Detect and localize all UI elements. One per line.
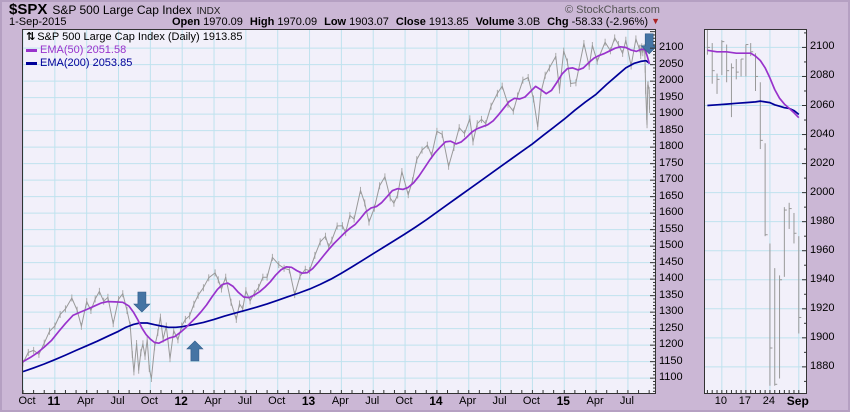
- inset-x-axis-label: 10: [714, 395, 727, 407]
- inset-chart-canvas: [705, 30, 806, 393]
- main-y-axis-label: 1500: [659, 239, 684, 252]
- inset-y-axis-label: 2040: [810, 127, 835, 140]
- main-x-axis-label: 15: [556, 394, 570, 408]
- main-x-axis-label: Apr: [459, 395, 477, 407]
- low-label: Low: [324, 16, 347, 28]
- ema-cross-down-arrow: [640, 33, 655, 55]
- main-x-axis-label: Oct: [395, 395, 413, 407]
- volume-label: Volume: [475, 16, 515, 28]
- main-x-axis-label: Oct: [140, 395, 158, 407]
- main-x-axis-label: 11: [47, 394, 61, 408]
- main-chart-canvas: [23, 30, 655, 393]
- main-x-axis-label: Oct: [18, 395, 36, 407]
- inset-y-axis-label: 2020: [810, 156, 835, 169]
- main-y-axis-label: 1250: [659, 321, 684, 334]
- inset-y-axis-label: 1960: [810, 243, 835, 256]
- main-x-axis-label: Jul: [110, 395, 125, 407]
- main-x-axis-label: Apr: [586, 395, 604, 407]
- inset-y-axis-label: 2000: [810, 185, 835, 198]
- inset-y-axis-label: 1880: [810, 359, 835, 372]
- exchange-label: INDX: [196, 6, 221, 17]
- inset-x-axis-label: 24: [762, 395, 776, 407]
- high-value: 1970.09: [277, 16, 318, 28]
- high-label: High: [249, 16, 275, 28]
- main-x-axis-label: Oct: [268, 395, 286, 407]
- main-x-axis-label: Oct: [522, 395, 540, 407]
- main-x-axis-label: 13: [301, 394, 316, 408]
- main-x-axis-label: Jul: [619, 395, 634, 407]
- main-y-axis-label: 1900: [659, 107, 684, 120]
- main-x-axis-label: Jul: [237, 395, 252, 407]
- main-x-axis-label: Apr: [204, 395, 222, 407]
- copyright-notice: © StockCharts.com: [565, 4, 660, 16]
- inset-y-axis-label: 2080: [810, 69, 835, 82]
- open-label: Open: [172, 16, 201, 28]
- legend-price-label: S&P 500 Large Cap Index (Daily) 1913.85: [37, 31, 243, 43]
- ema200-line-swatch: [26, 62, 37, 65]
- chart-legend: ⇅ S&P 500 Large Cap Index (Daily) 1913.8…: [26, 31, 242, 70]
- main-y-axis-label: 1350: [659, 288, 684, 301]
- main-y-axis-label: 2100: [659, 41, 684, 54]
- inset-y-axis-label: 1940: [810, 272, 835, 285]
- main-y-axis-label: 1700: [659, 173, 684, 186]
- main-x-axis-label: Apr: [331, 395, 349, 407]
- main-y-axis-label: 2050: [659, 57, 684, 70]
- open-value: 1970.09: [203, 16, 243, 28]
- main-y-axis-label: 1600: [659, 206, 684, 219]
- main-y-axis-label: 1300: [659, 305, 684, 318]
- main-y-axis-label: 1650: [659, 189, 684, 202]
- low-value: 1903.07: [349, 16, 389, 28]
- index-name: S&P 500 Large Cap Index: [52, 3, 192, 17]
- main-y-axis-label: 1800: [659, 140, 684, 153]
- price-toggle-icon: ⇅: [26, 31, 36, 43]
- legend-price-row: ⇅ S&P 500 Large Cap Index (Daily) 1913.8…: [26, 31, 242, 44]
- main-y-axis-label: 1400: [659, 272, 684, 285]
- inset-recent-chart: [704, 29, 807, 394]
- change-down-triangle-icon: ▼: [651, 16, 660, 26]
- main-y-axis-label: 1750: [659, 156, 684, 169]
- main-y-axis-label: 1450: [659, 255, 684, 268]
- ema-cross-down-arrow: [133, 291, 151, 313]
- legend-ema200-label: EMA(200) 2053.85: [40, 57, 133, 69]
- close-value: 1913.85: [428, 16, 469, 28]
- main-x-axis-label: Jul: [365, 395, 380, 407]
- main-price-chart: ⇅ S&P 500 Large Cap Index (Daily) 1913.8…: [22, 29, 656, 394]
- close-label: Close: [395, 16, 426, 28]
- inset-y-axis-label: 2060: [810, 98, 835, 111]
- main-y-axis-label: 1850: [659, 123, 684, 136]
- quote-summary: Open 1970.09 High 1970.09 Low 1903.07 Close 191…: [172, 16, 660, 28]
- main-y-axis-label: 1100: [659, 371, 683, 384]
- chg-label: Chg: [547, 16, 569, 28]
- main-x-axis-label: 14: [429, 394, 443, 408]
- inset-x-axis-label: Sep: [786, 394, 809, 408]
- main-x-axis-label: 12: [174, 394, 188, 408]
- chart-header: $SPX S&P 500 Large Cap Index INDX: [9, 1, 220, 19]
- main-y-axis-label: 2000: [659, 74, 684, 87]
- inset-y-axis-label: 2100: [810, 40, 835, 53]
- main-y-axis-label: 1150: [659, 354, 683, 367]
- inset-y-axis-label: 1920: [810, 301, 835, 314]
- inset-y-axis-label: 1900: [810, 330, 835, 343]
- ticker-symbol: $SPX: [9, 1, 48, 18]
- legend-ema200-row: EMA(200) 2053.85: [26, 57, 242, 70]
- legend-ema50-label: EMA(50) 2051.58: [40, 44, 127, 56]
- main-x-axis-label: Apr: [77, 395, 95, 407]
- volume-value: 3.0B: [517, 16, 541, 28]
- chg-value: -58.33 (-2.96%): [571, 16, 648, 28]
- main-x-axis-label: Jul: [492, 395, 507, 407]
- legend-ema50-row: EMA(50) 2051.58: [26, 44, 242, 57]
- chart-date: 1-Sep-2015: [9, 16, 67, 28]
- main-y-axis-label: 1550: [659, 222, 684, 235]
- ema-cross-up-arrow: [186, 340, 204, 362]
- inset-x-axis-label: 17: [738, 395, 751, 407]
- main-y-axis-label: 1200: [659, 338, 684, 351]
- main-y-axis-label: 1950: [659, 90, 684, 103]
- ema50-line-swatch: [26, 49, 37, 52]
- inset-y-axis-label: 1980: [810, 214, 835, 227]
